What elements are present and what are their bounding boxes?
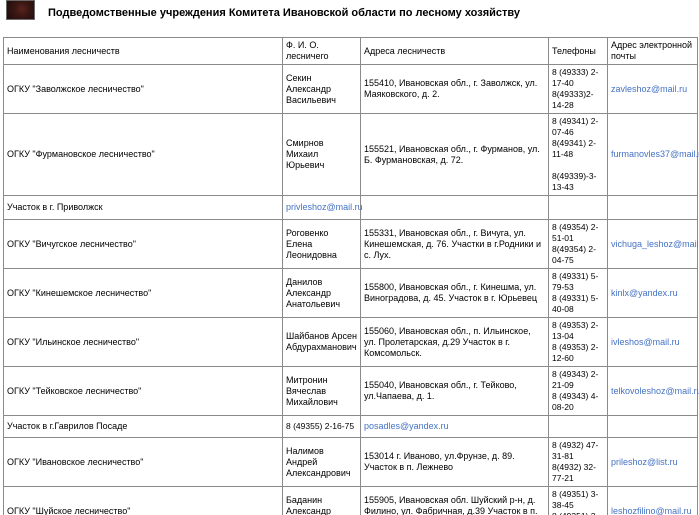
forestry-name: ОГКУ "Шуйское лесничество" [3, 486, 283, 515]
header-address: Адреса лесничеств [360, 37, 549, 65]
forester-fio: Роговенко Елена Леонидовна [282, 219, 361, 269]
email-cell [607, 195, 698, 220]
forestry-address: 155521, Ивановская обл., г. Фурманов, ул… [360, 113, 549, 196]
email-link[interactable]: privleshoz@mail.ru [282, 195, 363, 220]
forestry-name: Участок в г.Гаврилов Посаде [3, 415, 283, 438]
page-title: Подведомственные учреждения Комитета Ива… [48, 7, 521, 19]
email-link[interactable]: kinlx@yandex.ru [607, 268, 698, 318]
email-link[interactable]: telkovoleshoz@mail.ru [607, 366, 699, 416]
table-row: ОГКУ "Кинешемское лесничество" Данилов А… [3, 268, 698, 318]
table-row: ОГКУ "Шуйское лесничество" Баданин Алекс… [3, 486, 698, 515]
forester-fio: Шайбанов Арсен Абдурахманович [282, 317, 361, 367]
forestry-name: ОГКУ "Вичугское лесничество" [3, 219, 283, 269]
email-link[interactable]: furmanovles37@mail.ru [607, 113, 699, 196]
table-header-row: Наименования лесничеств Ф. И. О. лесниче… [3, 37, 698, 65]
forestry-phones: 8 (49343) 2-21-09 8 (49343) 4-08-20 [548, 366, 608, 416]
forestry-phones: 8 (49355) 2-16-75 [282, 415, 361, 438]
forestry-name: ОГКУ "Ильинское лесничество" [3, 317, 283, 367]
forestry-phones: 8 (4932) 47-31-81 8(4932) 32-77-21 [548, 437, 608, 487]
forestry-name: ОГКУ "Заволжское лесничество" [3, 64, 283, 114]
forestry-address [360, 195, 549, 220]
email-link[interactable]: zavleshoz@mail.ru [607, 64, 698, 114]
forestry-address: 155800, Ивановская обл., г. Кинешма, ул.… [360, 268, 549, 318]
table-row: Участок в г. Приволжск privleshoz@mail.r… [3, 195, 698, 220]
forestry-address: 155060, Ивановская обл., п. Ильинское, у… [360, 317, 549, 367]
email-link[interactable]: prileshoz@list.ru [607, 437, 698, 487]
forestry-address: 155331, Ивановская обл., г. Вичуга, ул. … [360, 219, 549, 269]
header-phones: Телефоны [548, 37, 608, 65]
forester-fio: Митронин Вячеслав Михайлович [282, 366, 361, 416]
forestry-address: 155905, Ивановская обл. Шуйский р-н, д. … [360, 486, 549, 515]
forestry-address: 155410, Ивановская обл., г. Заволжск, ул… [360, 64, 549, 114]
forester-fio: Смирнов Михаил Юрьевич [282, 113, 361, 196]
email-link[interactable]: ivleshos@mail.ru [607, 317, 698, 367]
forester-fio: Налимов Андрей Александрович [282, 437, 361, 487]
email-link[interactable]: leshozfilino@mail.ru [607, 486, 698, 515]
table-row: Участок в г.Гаврилов Посаде 8 (49355) 2-… [3, 415, 698, 438]
forester-fio: Данилов Александр Анатольевич [282, 268, 361, 318]
email-link[interactable]: vichuga_leshoz@mail.ru [607, 219, 699, 269]
forestry-name: ОГКУ "Кинешемское лесничество" [3, 268, 283, 318]
table-row: ОГКУ "Заволжское лесничество" Секин Алек… [3, 64, 698, 114]
header-forester-fio: Ф. И. О. лесничего [282, 37, 361, 65]
table-row: ОГКУ "Вичугское лесничество" Роговенко Е… [3, 219, 699, 269]
forestry-phones: 8 (49331) 5-79-53 8 (49331) 5-40-08 [548, 268, 608, 318]
photo-thumbnail-icon [6, 0, 35, 20]
forestry-name: ОГКУ "Фурмановское лесничество" [3, 113, 283, 196]
header-forestry-name: Наименования лесничеств [3, 37, 283, 65]
forestry-phones: 8 (49341) 2-07-46 8(49341) 2-11-48 8(493… [548, 113, 608, 196]
forestry-name: ОГКУ "Тейковское лесничество" [3, 366, 283, 416]
table-row: ОГКУ "Ильинское лесничество" Шайбанов Ар… [3, 317, 698, 367]
forestry-phones: 8 (49351) 3-38-45 8 (49351) 3-38-47 [548, 486, 608, 515]
table-row: ОГКУ "Тейковское лесничество" Митронин В… [3, 366, 699, 416]
forestry-name: Участок в г. Приволжск [3, 195, 283, 220]
email-cell [607, 415, 698, 438]
forestry-phones [548, 415, 608, 438]
forestry-table: Наименования лесничеств Ф. И. О. лесниче… [3, 37, 699, 515]
table-row: ОГКУ "Ивановское лесничество" Налимов Ан… [3, 437, 698, 487]
forestry-address: 153014 г. Иваново, ул.Фрунзе, д. 89. Уча… [360, 437, 549, 487]
forestry-phones: 8 (49354) 2-51-01 8(49354) 2-04-75 [548, 219, 608, 269]
forester-fio: Баданин Александр Владимирович [282, 486, 361, 515]
table-row: ОГКУ "Фурмановское лесничество" Смирнов … [3, 113, 699, 196]
forester-fio: Секин Александр Васильевич [282, 64, 361, 114]
forestry-phones: 8 (49333) 2-17-40 8(49333)2-14-28 [548, 64, 608, 114]
forestry-name: ОГКУ "Ивановское лесничество" [3, 437, 283, 487]
forestry-phones [548, 195, 608, 220]
forestry-phones: 8 (49353) 2-13-04 8 (49353) 2-12-60 [548, 317, 608, 367]
header-email: Адрес электронной почты [607, 37, 698, 65]
email-link[interactable]: posadles@yandex.ru [360, 415, 549, 438]
forestry-address: 155040, Ивановская обл., г. Тейково, ул.… [360, 366, 549, 416]
